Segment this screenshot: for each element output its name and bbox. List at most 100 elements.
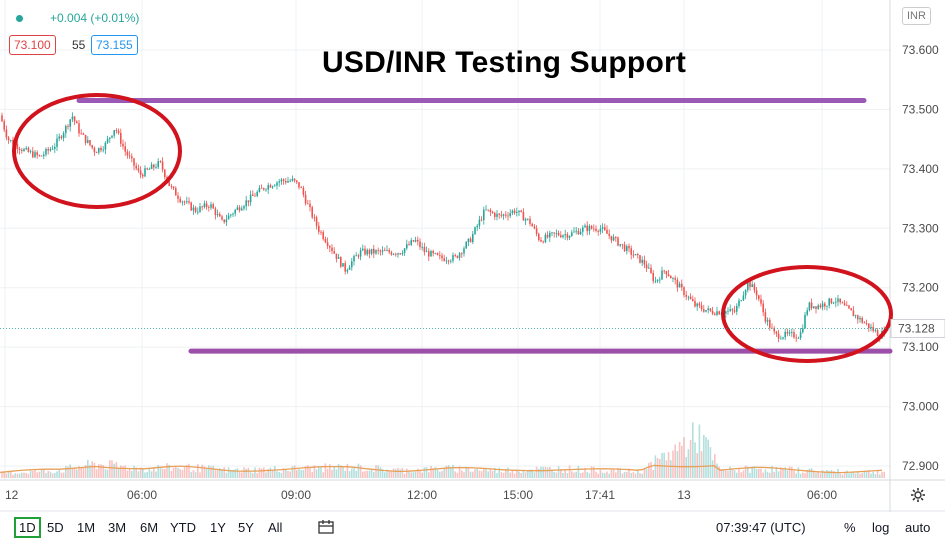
- range-button-all[interactable]: All: [268, 520, 283, 535]
- volume-bar: [82, 467, 85, 478]
- volume-bar: [80, 467, 82, 478]
- volume-bar: [43, 469, 45, 478]
- candle-body: [566, 234, 569, 238]
- range-button-3m[interactable]: 3M: [108, 520, 127, 535]
- candle-body: [830, 298, 833, 304]
- candle-body: [115, 130, 118, 132]
- volume-bar: [329, 464, 331, 478]
- volume-bar: [355, 470, 357, 478]
- candle-body: [164, 169, 166, 178]
- candle-body: [868, 323, 870, 329]
- candle-body: [397, 253, 399, 255]
- volume-bar: [392, 468, 395, 478]
- candle-body: [443, 258, 445, 261]
- volume-bar: [597, 473, 599, 478]
- volume-bar: [436, 470, 439, 478]
- range-button-ytd[interactable]: YTD: [170, 520, 196, 535]
- candle-body: [584, 225, 586, 228]
- clock-time[interactable]: 07:39:47 (UTC): [716, 520, 806, 535]
- time-axis[interactable]: 12 06:00 09:00 12:00 15:00 17:41 13 06:00: [5, 488, 837, 502]
- candle-body: [73, 116, 76, 122]
- volume-bar: [23, 472, 25, 478]
- volume-bar: [846, 470, 848, 478]
- volume-bar: [538, 468, 540, 478]
- bid-price[interactable]: 73.100: [9, 35, 56, 55]
- candle-body: [527, 218, 529, 220]
- candle-body: [740, 300, 742, 302]
- volume-bar: [857, 472, 859, 478]
- settings-gear-icon[interactable]: [910, 487, 926, 508]
- candle-body: [645, 264, 648, 269]
- highlight-circle-left: [12, 93, 182, 209]
- candle-body: [245, 200, 247, 207]
- candle-body: [62, 133, 65, 139]
- candle-body: [808, 302, 811, 311]
- volume-bar: [148, 467, 151, 478]
- candle-body: [300, 187, 302, 189]
- candle-body: [309, 203, 311, 208]
- time-tick-label: 17:41: [585, 488, 615, 502]
- volume-bar: [824, 472, 826, 478]
- volume-bar: [205, 468, 208, 478]
- volume-bar: [797, 467, 800, 478]
- candle-body: [348, 267, 351, 270]
- candle-body: [78, 123, 80, 134]
- volume-bar: [817, 470, 819, 478]
- volume-bar: [124, 465, 126, 478]
- candle-body: [342, 263, 344, 267]
- candle-body: [659, 279, 661, 281]
- candle-body: [359, 250, 362, 257]
- volume-bar: [423, 467, 426, 478]
- volume-bar: [643, 468, 646, 478]
- ask-price[interactable]: 73.155: [91, 35, 138, 55]
- volume-bar: [98, 464, 100, 478]
- percent-toggle[interactable]: %: [844, 520, 856, 535]
- range-button-1y[interactable]: 1Y: [210, 520, 226, 535]
- volume-bar: [865, 470, 868, 478]
- volume-bar: [267, 469, 269, 478]
- volume-bar: [551, 469, 553, 478]
- range-button-5d[interactable]: 5D: [47, 520, 64, 535]
- candle-body: [329, 246, 331, 248]
- volume-bar: [225, 472, 228, 478]
- range-button-1d[interactable]: 1D: [14, 517, 41, 538]
- volume-bar: [456, 472, 459, 478]
- candle-body: [769, 319, 771, 328]
- candle-body: [824, 303, 826, 307]
- candle-body: [265, 189, 267, 191]
- candle-body: [296, 180, 298, 183]
- price-axis[interactable]: 73.600 73.500 73.400 73.300 73.200 73.100 73.0…: [0, 43, 945, 473]
- volume-bar: [744, 465, 747, 478]
- volume-bar: [188, 463, 190, 478]
- range-button-1m[interactable]: 1M: [77, 520, 96, 535]
- volume-bar: [194, 472, 197, 478]
- log-toggle[interactable]: log: [872, 520, 890, 535]
- currency-label[interactable]: INR: [902, 7, 931, 25]
- volume-bar: [485, 468, 487, 478]
- volume-bar: [265, 472, 267, 478]
- time-tick-label: 06:00: [127, 488, 157, 502]
- auto-toggle[interactable]: auto: [905, 520, 931, 535]
- candle-body: [736, 305, 738, 312]
- candle-body: [467, 238, 470, 243]
- candle-body: [137, 168, 140, 171]
- volume-bar: [274, 466, 276, 478]
- volume-bar: [168, 464, 170, 478]
- volume-bar: [786, 470, 789, 478]
- date-range-icon[interactable]: [318, 520, 334, 537]
- candle-body: [227, 215, 230, 220]
- range-button-6m[interactable]: 6M: [140, 520, 159, 535]
- volume-bar: [678, 441, 681, 478]
- volume-bar: [366, 470, 368, 478]
- volume-bar: [854, 473, 857, 478]
- candle-body: [639, 255, 641, 263]
- time-tick-label: 12:00: [407, 488, 437, 502]
- volume-bar: [850, 471, 852, 478]
- candle-body: [375, 250, 377, 254]
- volume-bar: [685, 457, 687, 478]
- volume-bar: [821, 470, 824, 478]
- volume-bar: [260, 468, 263, 478]
- range-button-5y[interactable]: 5Y: [238, 520, 254, 535]
- candle-body: [181, 201, 184, 203]
